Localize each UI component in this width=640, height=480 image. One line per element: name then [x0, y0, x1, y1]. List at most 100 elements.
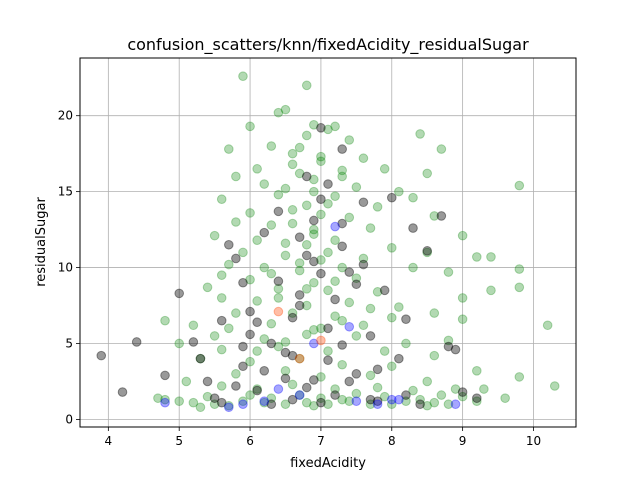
- data-point: [415, 129, 425, 139]
- data-point: [216, 194, 227, 205]
- data-point: [344, 297, 355, 308]
- data-points: [96, 71, 560, 413]
- data-point: [259, 396, 270, 406]
- axis-ticks: 4 5 6 7 8 9 10 0 5 10 15 20: [58, 109, 541, 448]
- data-point: [273, 284, 284, 294]
- data-point: [301, 200, 312, 211]
- data-point: [457, 293, 468, 303]
- data-point: [386, 399, 397, 410]
- data-point: [287, 308, 298, 318]
- data-point: [422, 247, 433, 258]
- data-point: [337, 144, 347, 154]
- data-point: [309, 375, 319, 385]
- data-point: [301, 300, 312, 311]
- data-point: [301, 80, 312, 91]
- data-point: [188, 397, 199, 408]
- data-point: [330, 311, 340, 321]
- data-point: [443, 267, 454, 277]
- plot-frame: [79, 57, 577, 428]
- data-point: [294, 353, 305, 364]
- y-tick-label: 5: [65, 336, 73, 350]
- data-point: [280, 337, 291, 347]
- data-point: [372, 382, 383, 393]
- data-point: [294, 353, 305, 364]
- data-point: [259, 397, 270, 408]
- data-point: [344, 376, 355, 387]
- data-point: [216, 381, 227, 391]
- data-point: [294, 390, 305, 400]
- data-point: [280, 104, 291, 115]
- data-point: [330, 294, 340, 305]
- data-point: [301, 130, 312, 141]
- data-point: [117, 387, 128, 397]
- data-point: [294, 142, 305, 153]
- data-point: [280, 250, 291, 261]
- data-point: [330, 276, 340, 287]
- data-point: [266, 393, 277, 403]
- data-point: [337, 394, 347, 405]
- data-point: [245, 208, 255, 218]
- data-point: [238, 341, 248, 352]
- data-point: [309, 224, 319, 235]
- data-point: [372, 202, 383, 212]
- data-point: [358, 153, 369, 164]
- data-point: [372, 399, 383, 410]
- data-point: [259, 262, 270, 273]
- data-point: [436, 390, 447, 400]
- data-point: [479, 384, 489, 394]
- data-point: [294, 232, 305, 242]
- data-point: [415, 399, 425, 410]
- data-point: [337, 315, 347, 326]
- data-point: [351, 369, 362, 379]
- data-point: [358, 320, 369, 331]
- data-point: [337, 340, 347, 350]
- data-point: [131, 337, 142, 347]
- data-point: [224, 239, 234, 250]
- data-point: [316, 255, 326, 265]
- data-point: [231, 253, 241, 264]
- data-point: [472, 396, 482, 406]
- data-point: [252, 385, 262, 396]
- data-point: [323, 323, 333, 334]
- data-point: [365, 331, 376, 341]
- data-point: [195, 402, 206, 413]
- data-point: [195, 353, 206, 364]
- data-point: [245, 329, 255, 340]
- data-point: [294, 265, 305, 276]
- x-tick-label: 7: [317, 434, 325, 448]
- data-point: [365, 223, 376, 233]
- data-point: [309, 256, 319, 267]
- data-point: [195, 353, 206, 364]
- data-point: [301, 239, 312, 250]
- data-point: [188, 337, 199, 347]
- data-point: [316, 372, 326, 382]
- data-point: [160, 315, 170, 326]
- data-point: [316, 123, 326, 133]
- data-point: [153, 393, 163, 403]
- data-point: [337, 359, 347, 370]
- data-point: [309, 338, 319, 349]
- x-tick-label: 5: [175, 434, 183, 448]
- data-point: [472, 393, 482, 403]
- data-point: [231, 171, 241, 182]
- data-point: [323, 247, 333, 258]
- data-point: [287, 394, 298, 405]
- data-point: [96, 350, 107, 361]
- data-point: [323, 346, 333, 356]
- data-point: [472, 252, 482, 262]
- data-point: [330, 384, 340, 394]
- data-point: [245, 274, 255, 285]
- data-point: [344, 267, 355, 277]
- data-point: [486, 285, 496, 296]
- data-point: [238, 277, 248, 288]
- data-point: [514, 180, 525, 191]
- data-point: [450, 399, 461, 410]
- data-point: [351, 273, 362, 283]
- data-point: [231, 381, 241, 391]
- data-point: [408, 262, 418, 273]
- data-point: [252, 296, 262, 306]
- data-point: [160, 394, 170, 405]
- data-point: [224, 400, 234, 411]
- data-point: [259, 179, 270, 189]
- data-point: [309, 186, 319, 197]
